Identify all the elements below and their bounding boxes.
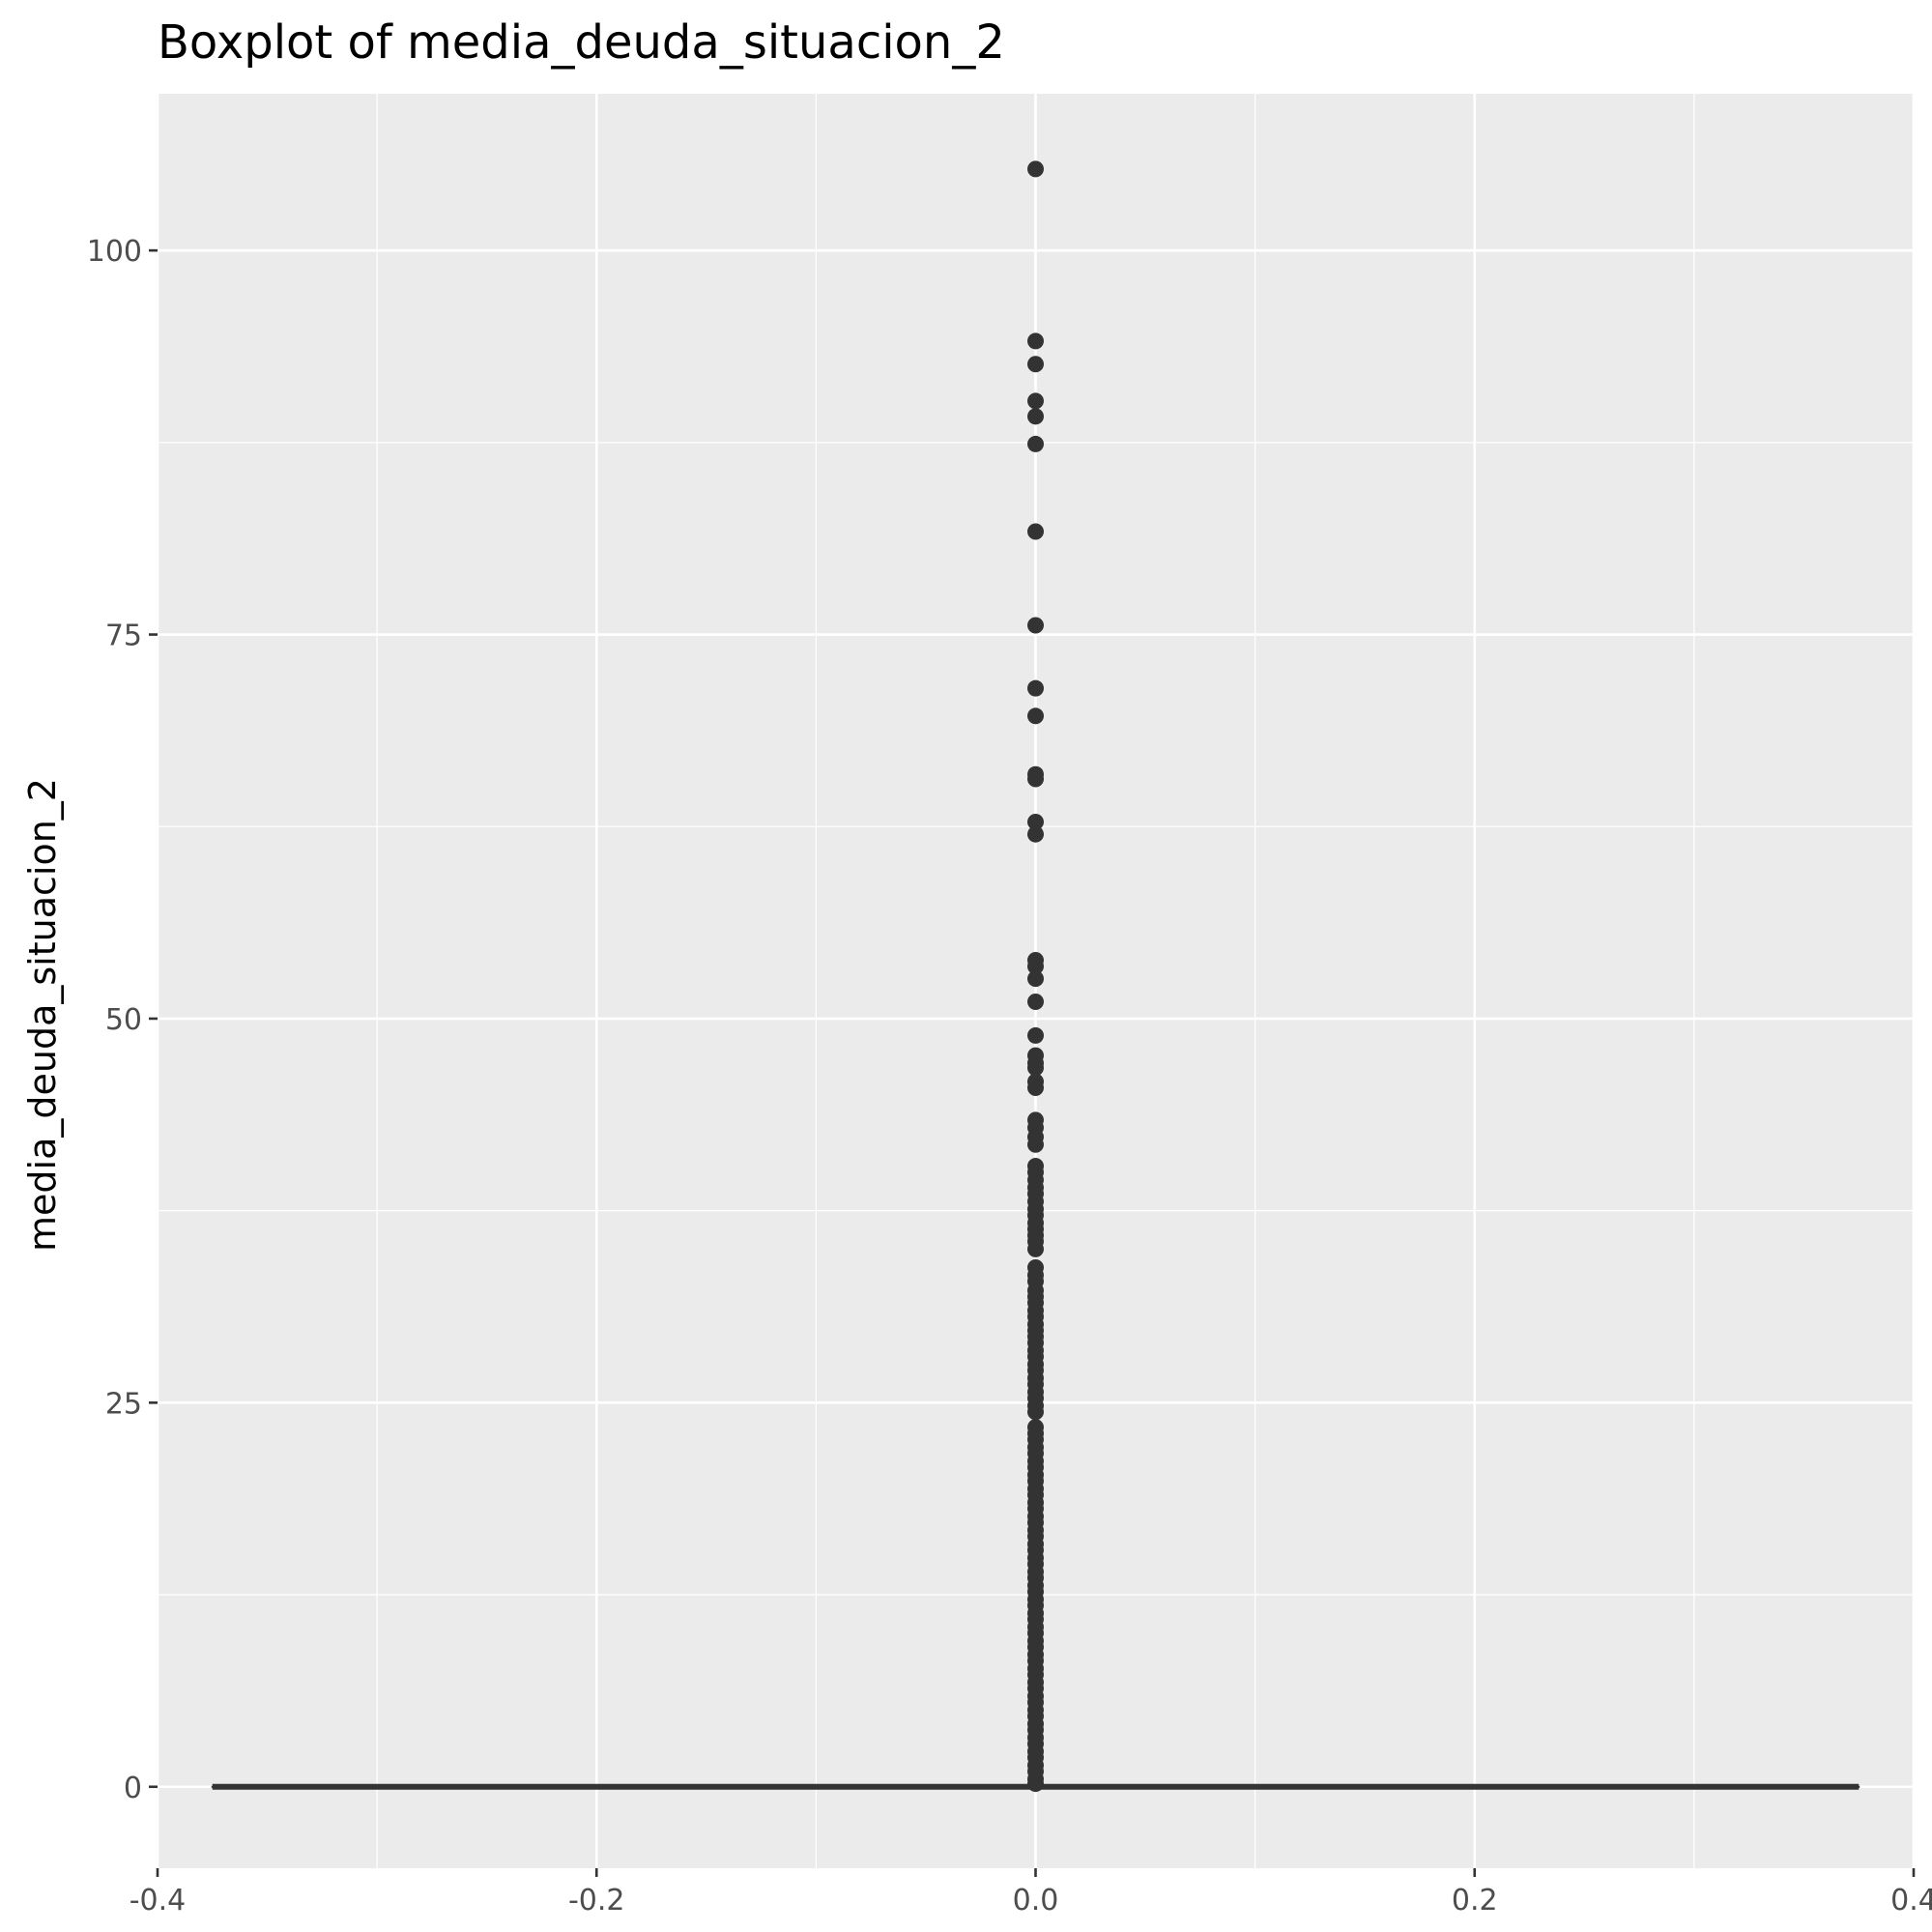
y-tick-label: 75: [105, 620, 142, 653]
outlier-point: [1027, 1079, 1044, 1096]
y-tick-label: 100: [87, 235, 142, 269]
outlier-point: [1027, 435, 1044, 452]
outlier-point: [1027, 1136, 1044, 1153]
outlier-point: [1027, 332, 1044, 350]
outlier-point: [1027, 958, 1044, 975]
x-tick-label: 0.2: [1452, 1884, 1498, 1918]
outlier-point: [1027, 1775, 1044, 1793]
outlier-point: [1027, 993, 1044, 1010]
chart-title: Boxplot of media_deuda_situacion_2: [158, 15, 1005, 70]
outlier-point: [1027, 392, 1044, 410]
outlier-point: [1027, 523, 1044, 540]
y-tick-label: 25: [105, 1387, 142, 1421]
outlier-point: [1027, 970, 1044, 988]
outlier-point: [1027, 679, 1044, 697]
y-axis-title: media_deuda_situacion_2: [21, 778, 64, 1252]
outlier-point: [1027, 408, 1044, 425]
outlier-point: [1027, 1026, 1044, 1044]
outlier-point: [1027, 356, 1044, 373]
outlier-point: [1027, 1059, 1044, 1077]
y-tick-label: 0: [124, 1772, 142, 1805]
x-tick-label: -0.2: [568, 1884, 625, 1918]
outlier-point: [1027, 707, 1044, 725]
outlier-point: [1027, 770, 1044, 788]
outlier-point: [1027, 1403, 1044, 1421]
outlier-point: [1027, 825, 1044, 843]
outlier-point: [1027, 813, 1044, 830]
outlier-point: [1027, 160, 1044, 178]
outlier-points: [1027, 160, 1044, 1793]
y-axis: 0 25 50 75 100: [87, 235, 158, 1805]
x-tick-label: 0.0: [1013, 1884, 1059, 1918]
x-axis: -0.4 -0.2 0.0 0.2 0.4: [130, 1868, 1932, 1918]
outlier-point: [1027, 617, 1044, 634]
x-tick-label: -0.4: [130, 1884, 187, 1918]
x-tick-label: 0.4: [1890, 1884, 1932, 1918]
outlier-point: [1027, 1240, 1044, 1257]
y-tick-label: 50: [105, 1003, 142, 1037]
